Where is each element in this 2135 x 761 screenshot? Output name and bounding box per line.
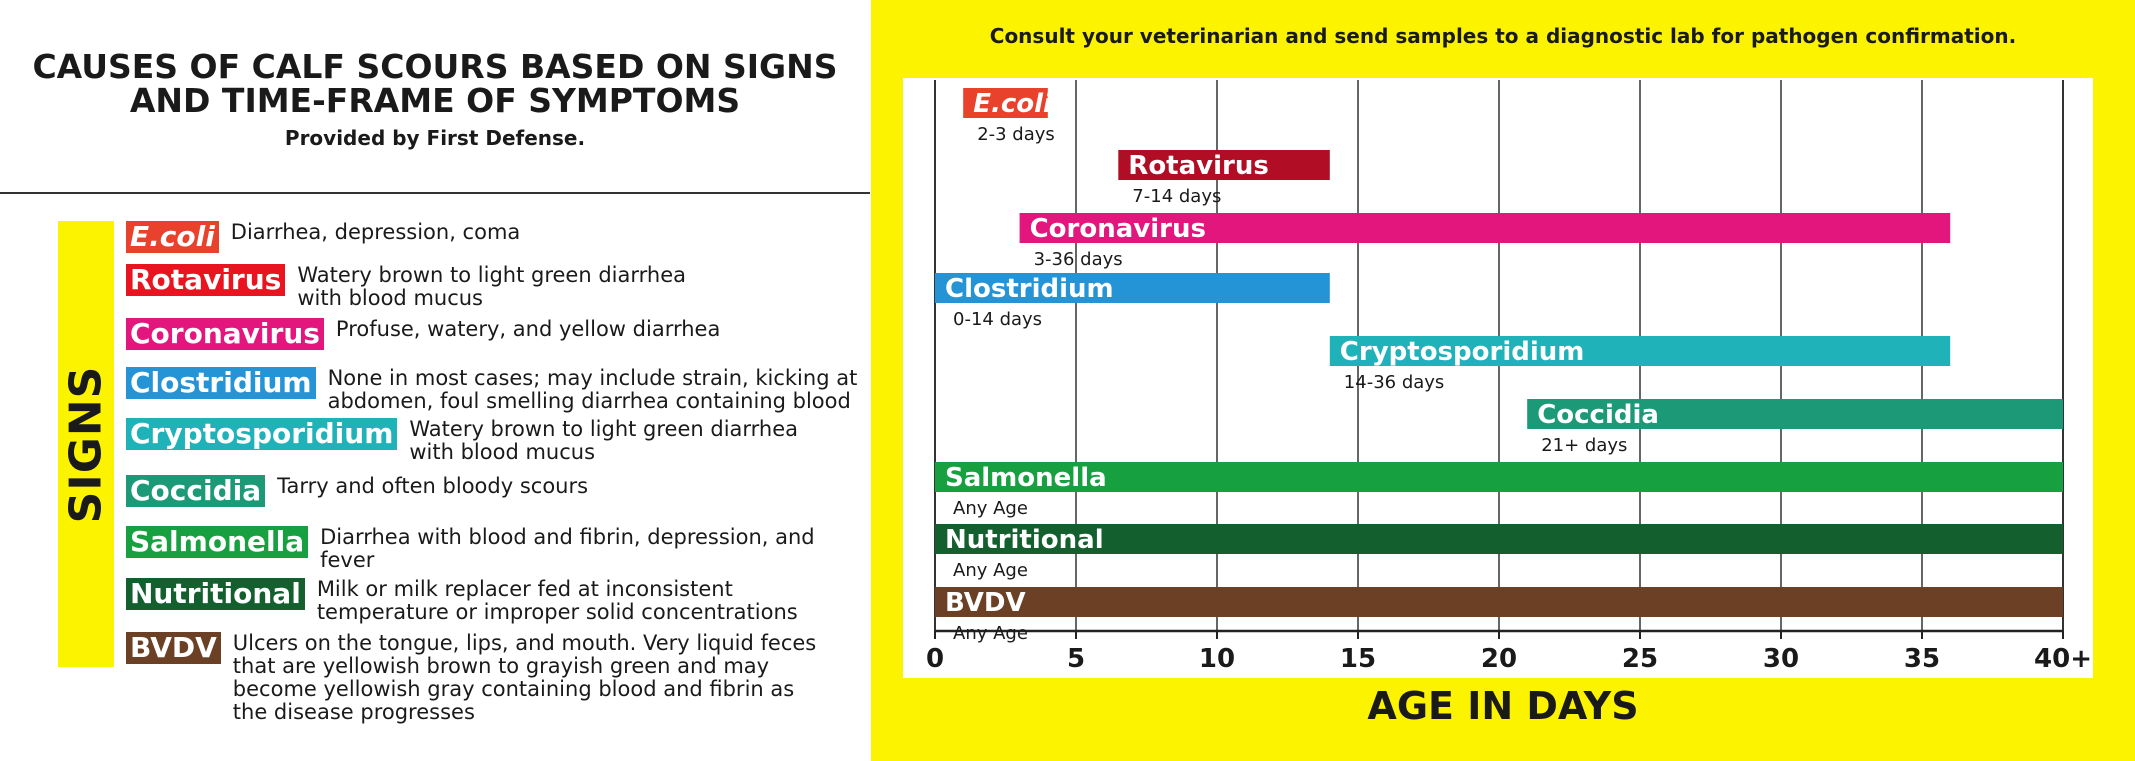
bar-range-label: 2-3 days [977, 124, 1055, 145]
bar-name: Cryptosporidium [1340, 337, 1585, 367]
page-subtitle: Provided by First Defense. [284, 126, 586, 150]
bar-range-label: Any Age [953, 498, 1028, 519]
bar-name: Rotavirus [1128, 151, 1269, 181]
bar-range-label: Any Age [953, 623, 1028, 644]
bar [1527, 399, 2063, 429]
bar-range-label: 3-36 days [1034, 249, 1123, 270]
x-tick-label: 15 [1340, 644, 1376, 674]
x-tick-label: 20 [1481, 644, 1517, 674]
sign-row-salmonella: Salmonella Diarrhea with blood and fibrin… [126, 526, 870, 572]
sign-name: Rotavirus [126, 264, 286, 296]
sign-name: Coronavirus [126, 318, 324, 350]
signs-band [58, 221, 114, 667]
sign-description: Ulcers on the tongue, lips, and mouth. V… [232, 631, 817, 724]
bar [1019, 213, 1951, 243]
sign-row-cryptosporidium: Cryptosporidium Watery brown to light gre… [126, 418, 798, 464]
bar-name: Coronavirus [1030, 214, 1206, 244]
sign-description: Diarrhea with blood and fibrin, depressi… [320, 525, 815, 572]
bar [935, 273, 1330, 303]
sign-description: None in most cases; may include strain, … [327, 366, 858, 413]
bar [963, 88, 1048, 118]
sign-description: Watery brown to light green diarrhea wit… [409, 417, 799, 464]
sign-description: Profuse, watery, and yellow diarrhea [335, 317, 721, 341]
sign-name: Nutritional [126, 578, 305, 610]
sign-row-rotavirus: Rotavirus Watery brown to light green dia… [126, 264, 686, 310]
sign-row-coccidia: Coccidia Tarry and often bloody scours [126, 475, 588, 507]
signs-label: SIGNS [60, 365, 112, 523]
bar-range-label: 7-14 days [1132, 186, 1221, 207]
vet-note: Consult your veterinarian and send sampl… [989, 24, 2017, 48]
sign-name: Salmonella [126, 526, 309, 558]
x-axis-title: AGE IN DAYS [1367, 684, 1639, 728]
divider [0, 192, 870, 194]
sign-description: Diarrhea, depression, coma [230, 220, 521, 244]
bar-name: Nutritional [945, 525, 1104, 555]
sign-name: Clostridium [126, 367, 316, 399]
x-tick-label: 35 [1904, 644, 1940, 674]
x-tick-label: 10 [1199, 644, 1235, 674]
bar-name: E.coli [973, 89, 1053, 119]
sign-row-nutritional: Nutritional Milk or milk replacer fed at … [126, 578, 798, 624]
chart-plot-area: 0 5 10 15 20 25 30 35 40+ E.coli 2-3 days Rotavirus… [903, 78, 2093, 678]
x-tick-label: 25 [1622, 644, 1658, 674]
bar-name: Clostridium [945, 274, 1114, 304]
page-title-line1: CAUSES OF CALF SCOURS BASED ON SIGNS [32, 47, 838, 86]
bar [935, 587, 2063, 617]
sign-row-ecoli: E.coli Diarrhea, depression, coma [126, 221, 520, 253]
sign-description: Tarry and often bloody scours [277, 474, 589, 498]
sign-row-bvdv: BVDV Ulcers on the tongue, lips, and mout… [126, 632, 816, 724]
bar-range-label: 21+ days [1541, 435, 1627, 456]
age-timeline-chart: 0 5 10 15 20 25 30 35 40+ E.coli 2-3 days Rotavirus… [926, 80, 2092, 674]
sign-row-coronavirus: Coronavirus Profuse, watery, and yellow d… [126, 318, 720, 350]
sign-name: Coccidia [126, 475, 266, 507]
bar-range-label: 14-36 days [1344, 372, 1445, 393]
bar-range-label: 0-14 days [953, 309, 1042, 330]
x-tick-label: 40+ [2034, 644, 2092, 674]
sign-name: Cryptosporidium [126, 418, 398, 450]
bar [1118, 150, 1330, 180]
bar-name: Salmonella [945, 463, 1107, 493]
bar [1329, 336, 1951, 366]
signs-label-box: SIGNS [58, 221, 114, 667]
page-title-line2: AND TIME-FRAME OF SYMPTOMS [129, 81, 741, 120]
x-tick-label: 0 [926, 644, 944, 674]
sign-description: Milk or milk replacer fed at inconsisten… [316, 577, 798, 624]
sign-name: E.coli [126, 221, 219, 253]
bar [935, 462, 2063, 492]
x-tick-label: 5 [1067, 644, 1085, 674]
bar-name: BVDV [945, 588, 1026, 618]
signs-panel: CAUSES OF CALF SCOURS BASED ON SIGNS AND… [0, 0, 870, 761]
sign-row-clostridium: Clostridium None in most cases; may inclu… [126, 367, 857, 413]
sign-name: BVDV [126, 632, 221, 664]
bar [935, 524, 2063, 554]
x-tick-label: 30 [1763, 644, 1799, 674]
bar-range-label: Any Age [953, 560, 1028, 581]
sign-description: Watery brown to light green diarrhea wit… [297, 263, 686, 310]
bar-name: Coccidia [1537, 400, 1659, 430]
